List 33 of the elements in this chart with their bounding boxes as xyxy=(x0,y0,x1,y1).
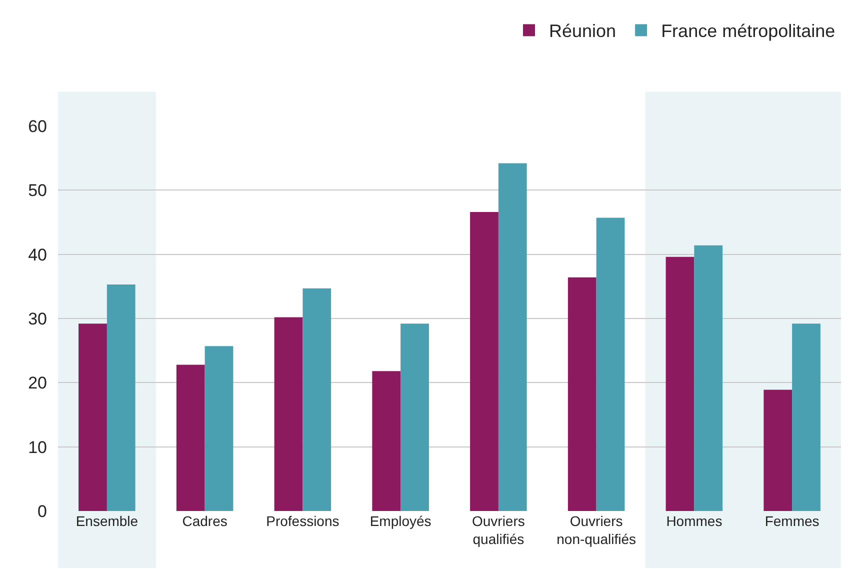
x-tick-label: Hommes xyxy=(666,513,722,529)
legend-label: France métropolitaine xyxy=(661,21,836,42)
bar xyxy=(302,288,332,511)
bar xyxy=(78,324,107,511)
bar xyxy=(204,346,234,511)
y-tick-label: 30 xyxy=(28,309,47,328)
bar xyxy=(694,245,723,511)
bar xyxy=(176,364,205,511)
x-tick-label: Ouvriers qualifiés xyxy=(472,513,525,548)
y-tick-label: 40 xyxy=(28,245,47,264)
y-tick-label: 10 xyxy=(28,438,47,457)
bar xyxy=(792,324,820,511)
bar xyxy=(666,256,694,511)
y-tick-label: 60 xyxy=(28,116,47,136)
legend-label: Réunion xyxy=(549,21,616,42)
x-tick-label: Professions xyxy=(266,513,340,529)
x-tick-label: Femmes xyxy=(764,513,820,529)
y-tick-label: 50 xyxy=(28,181,47,200)
y-tick-label: 20 xyxy=(28,374,47,393)
bar xyxy=(498,163,527,511)
bar xyxy=(106,284,136,511)
x-tick-label: Ouvriers non-qualifiés xyxy=(556,513,636,548)
x-tick-label: Employés xyxy=(370,513,432,529)
bar xyxy=(372,371,401,511)
bar xyxy=(568,277,596,511)
x-tick-label: Cadres xyxy=(182,513,228,529)
bar xyxy=(274,317,303,511)
bar xyxy=(400,324,429,511)
bar xyxy=(470,212,498,511)
x-tick-label: Ensemble xyxy=(76,513,138,529)
bar xyxy=(764,390,792,511)
y-tick-label: 0 xyxy=(38,502,47,521)
bar xyxy=(596,218,625,511)
